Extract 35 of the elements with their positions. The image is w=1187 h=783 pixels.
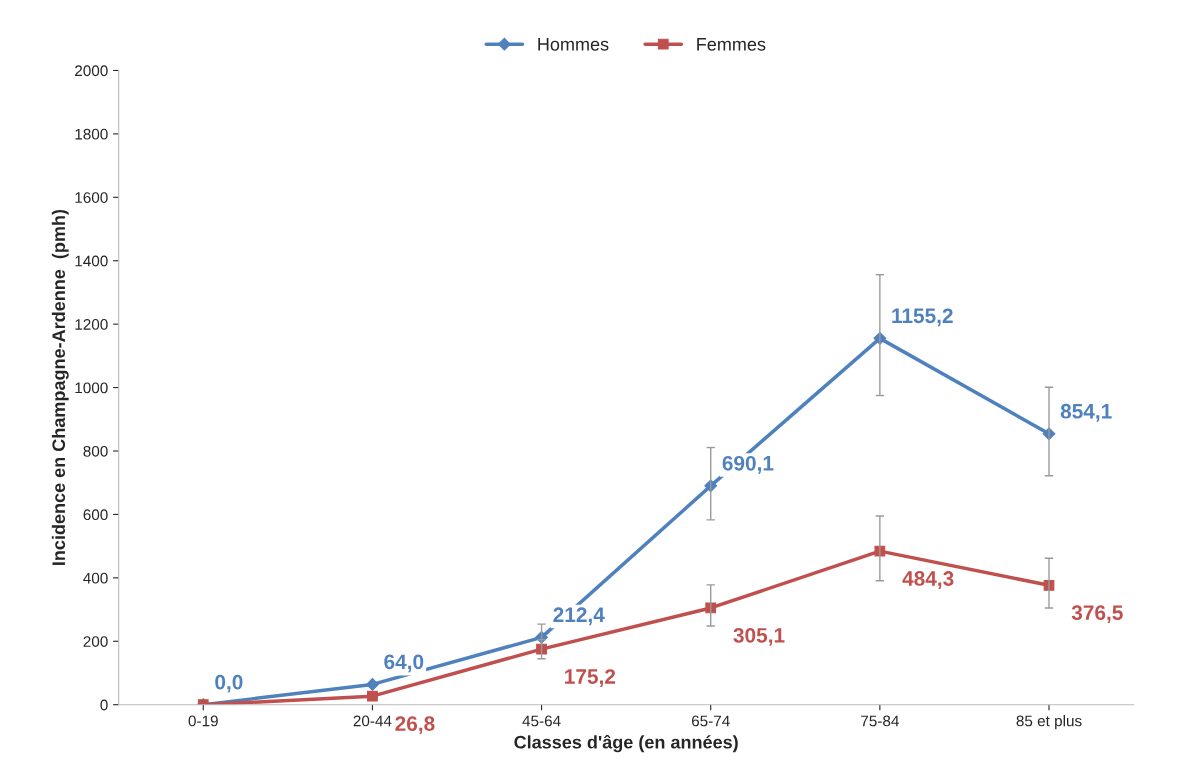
y-tick-label: 1200 bbox=[75, 319, 108, 330]
y-tick-label: 800 bbox=[83, 445, 108, 457]
y-tick-label: 200 bbox=[83, 636, 108, 647]
data-label: 212,4 bbox=[553, 607, 605, 626]
y-tick-label: 2000 bbox=[75, 65, 108, 77]
data-label: 690,1 bbox=[722, 455, 774, 474]
y-tick-label: 1000 bbox=[75, 382, 108, 394]
y-tick-label: 0 bbox=[100, 699, 108, 711]
x-tick-label: 85 et plus bbox=[1016, 715, 1082, 730]
data-label: 26,8 bbox=[395, 716, 435, 734]
y-tick-label: 1600 bbox=[75, 192, 108, 203]
data-label: 64,0 bbox=[384, 654, 424, 673]
point bbox=[367, 690, 378, 702]
y-tick-label: 400 bbox=[83, 572, 108, 584]
x-tick-label: 75-84 bbox=[861, 715, 899, 727]
x-tick-label: 0-19 bbox=[188, 715, 218, 727]
y-axis-title: Incidence en Champagne-Ardenne (pmh) bbox=[51, 209, 69, 565]
point bbox=[536, 643, 547, 655]
data-label: 376,5 bbox=[1071, 605, 1123, 624]
x-tick-label: 45-64 bbox=[522, 715, 561, 727]
x-axis-title: Classes d'âge (en années) bbox=[514, 734, 738, 753]
point bbox=[366, 677, 379, 691]
y-tick-label: 1400 bbox=[75, 255, 108, 267]
data-label: 0,0 bbox=[215, 674, 243, 693]
data-label: 305,1 bbox=[733, 627, 785, 646]
y-tick-label: 600 bbox=[83, 509, 108, 521]
data-label: 1155,2 bbox=[892, 308, 953, 327]
data-label: 484,3 bbox=[902, 571, 954, 589]
x-tick-label: 20-44 bbox=[353, 715, 392, 727]
legend-label: Femmes bbox=[697, 38, 766, 51]
legend-label: Hommes bbox=[538, 38, 609, 51]
x-tick-label: 65-74 bbox=[691, 715, 730, 727]
data-label: 175,2 bbox=[565, 669, 616, 687]
y-tick-label: 1800 bbox=[75, 128, 108, 140]
data-label: 854,1 bbox=[1060, 403, 1112, 422]
